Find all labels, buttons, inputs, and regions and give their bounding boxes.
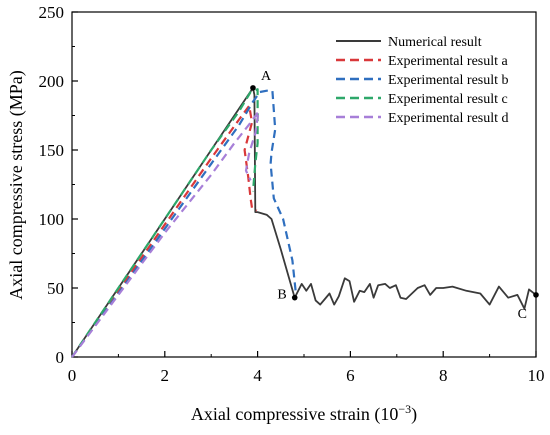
y-axis-title: Axial compressive stress (MPa) [6, 70, 27, 299]
y-tick-label: 150 [39, 141, 65, 160]
point-label: C [518, 307, 527, 322]
x-tick-label: 2 [161, 366, 170, 385]
series-line-3 [71, 88, 259, 358]
x-tick-label: 6 [346, 366, 355, 385]
y-tick-label: 100 [39, 210, 65, 229]
legend-label: Experimental result a [388, 54, 509, 69]
x-axis-title: Axial compressive strain (10−3) [191, 402, 417, 425]
series-line-2 [71, 89, 297, 358]
point-label: A [261, 69, 272, 84]
y-tick-label: 0 [56, 348, 65, 367]
point-label: B [277, 288, 286, 303]
legend-label: Numerical result [388, 35, 482, 50]
legend-label: Experimental result b [388, 73, 509, 88]
x-tick-label: 4 [253, 366, 262, 385]
series-line-1 [71, 104, 258, 358]
y-tick-label: 250 [39, 3, 65, 22]
point-marker [533, 292, 539, 298]
legend-label: Experimental result d [388, 111, 509, 126]
x-tick-label: 10 [528, 366, 545, 385]
x-axis-title-exponent: −3 [398, 402, 411, 416]
y-tick-label: 50 [47, 279, 64, 298]
point-marker [291, 294, 298, 301]
x-tick-label: 8 [439, 366, 448, 385]
series-line-4 [71, 110, 260, 358]
series-line-0 [71, 87, 537, 358]
legend-label: Experimental result c [388, 92, 508, 107]
series-layer [71, 87, 537, 358]
point-markers: A B C [250, 69, 539, 322]
point-marker [250, 85, 256, 91]
x-axis-title-end: ) [411, 404, 417, 425]
y-tick-label: 200 [39, 72, 65, 91]
legend: Numerical result Experimental result a Exp… [336, 35, 509, 126]
x-tick-label: 0 [68, 366, 77, 385]
x-axis-title-main: Axial compressive strain (10 [191, 404, 398, 425]
